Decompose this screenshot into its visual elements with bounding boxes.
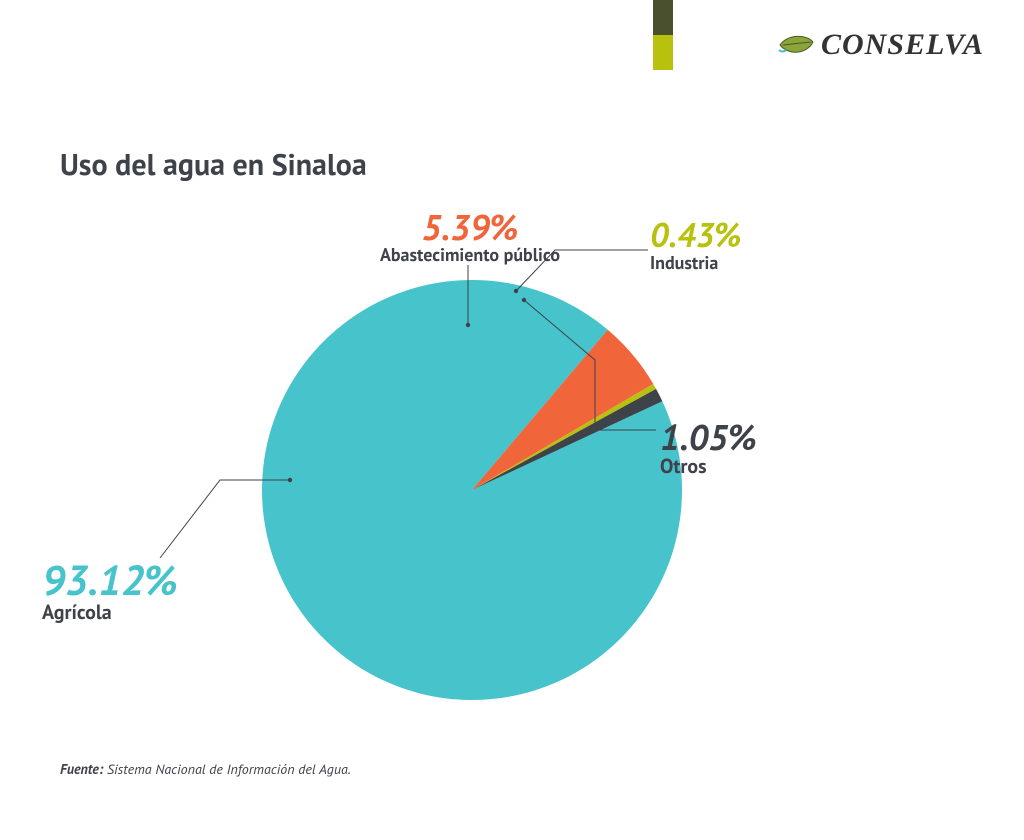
label-publico: Abastecimiento público (320, 246, 620, 265)
callout-industria: 0.43% Industria (650, 218, 741, 273)
leader-dot-industria (514, 289, 518, 293)
leader-dot-otros (522, 298, 526, 302)
pct-industria: 0.43% (650, 218, 741, 254)
callout-publico: 5.39% Abastecimiento público (320, 208, 620, 265)
callout-otros: 1.05% Otros (660, 418, 757, 477)
callout-agricola: 93.12% Agrícola (42, 558, 178, 623)
source-label: Fuente: (60, 760, 103, 778)
leader-dot-agricola (288, 478, 292, 482)
source-citation: Fuente: Sistema Nacional de Información … (60, 760, 351, 778)
pie-chart (0, 0, 1024, 840)
pct-otros: 1.05% (660, 418, 757, 456)
pct-agricola: 93.12% (42, 558, 178, 602)
leader-dot-publico (466, 323, 470, 327)
source-text: Sistema Nacional de Información del Agua… (107, 760, 351, 778)
pct-publico: 5.39% (320, 208, 620, 246)
